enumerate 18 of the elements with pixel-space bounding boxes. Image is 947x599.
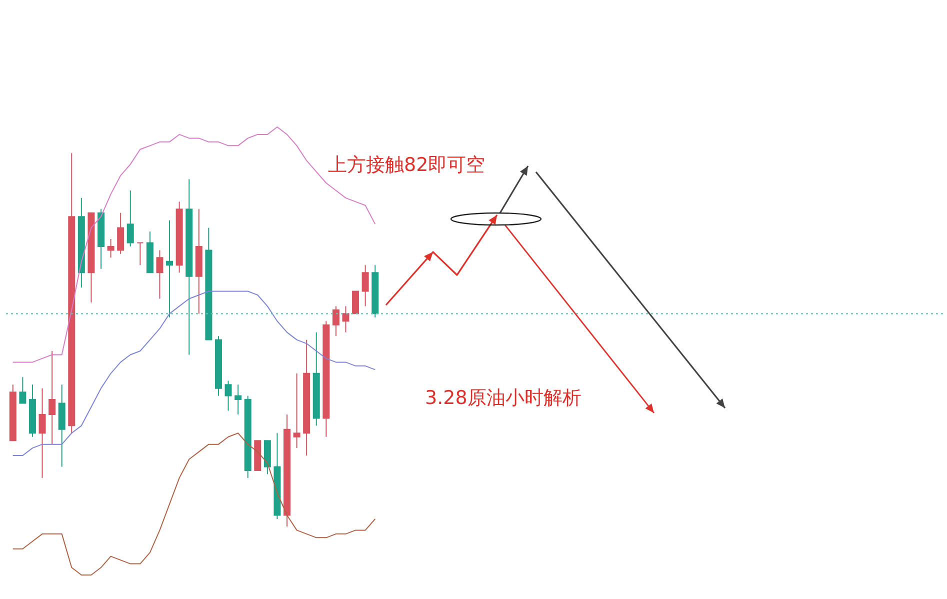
candlestick bbox=[136, 242, 144, 266]
candlestick bbox=[38, 388, 46, 478]
candlestick bbox=[156, 250, 164, 300]
candlestick bbox=[362, 264, 369, 307]
candlestick bbox=[293, 372, 300, 449]
candlestick bbox=[19, 376, 26, 404]
candlestick bbox=[126, 190, 134, 247]
candlestick bbox=[166, 220, 174, 318]
annotation: 上方接触82即可空 bbox=[328, 154, 486, 176]
candlestick bbox=[342, 306, 350, 333]
text: 3.28原油小时解析 bbox=[425, 387, 582, 409]
candlestick bbox=[234, 384, 242, 415]
candlestick bbox=[107, 238, 114, 258]
candlestick bbox=[224, 380, 232, 412]
candlestick bbox=[117, 212, 124, 254]
candlestick bbox=[48, 350, 56, 445]
candlestick bbox=[332, 306, 340, 337]
candlestick bbox=[352, 290, 360, 314]
